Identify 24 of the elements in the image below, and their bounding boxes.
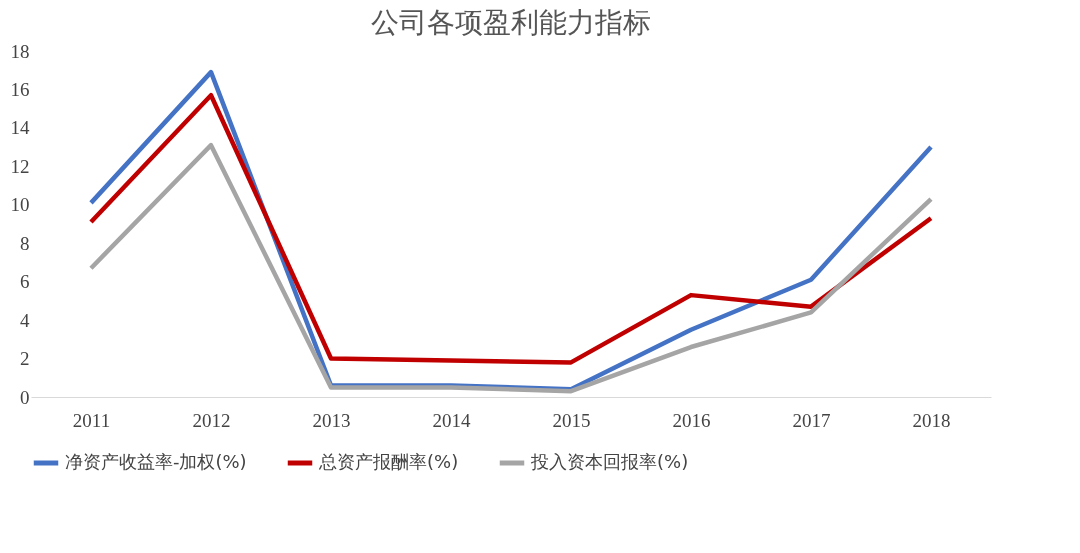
chart-title: 公司各项盈利能力指标 <box>371 7 651 38</box>
legend-label: 投入资本回报率(%) <box>530 451 689 472</box>
x-tick-label: 2018 <box>912 409 951 431</box>
legend-label: 总资产报酬率(%) <box>318 451 459 472</box>
y-tick-label: 14 <box>10 117 30 139</box>
y-tick-label: 6 <box>20 271 30 293</box>
y-tick-label: 16 <box>10 78 30 100</box>
line-series <box>88 142 934 394</box>
y-tick-label: 8 <box>20 232 30 254</box>
y-tick-label: 4 <box>20 309 30 331</box>
y-tick-label: 18 <box>10 40 30 62</box>
x-tick-label: 2016 <box>672 409 711 431</box>
x-tick-label: 2017 <box>792 409 831 431</box>
x-tick-label: 2015 <box>552 409 591 431</box>
x-tick-label: 2014 <box>432 409 471 431</box>
x-tick-label: 2013 <box>312 409 351 431</box>
x-tick-label: 2012 <box>192 409 231 431</box>
y-tick-label: 10 <box>10 194 30 216</box>
x-tick-label: 2011 <box>72 409 111 431</box>
y-tick-label: 12 <box>10 155 30 177</box>
line-series <box>88 92 934 365</box>
y-tick-label: 2 <box>20 348 30 370</box>
legend-label: 净资产收益率-加权(%) <box>65 451 247 472</box>
y-tick-label: 0 <box>20 386 30 408</box>
